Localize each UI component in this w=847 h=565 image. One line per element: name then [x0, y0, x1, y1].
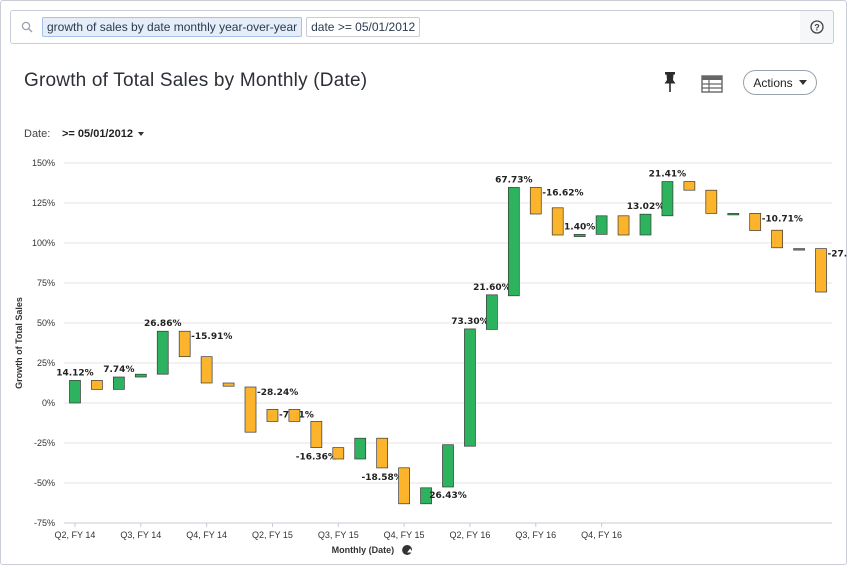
waterfall-bar — [727, 213, 740, 216]
search-filter-token[interactable]: date >= 05/01/2012 — [306, 17, 421, 37]
x-tick-label: Q4, FY 14 — [186, 530, 227, 540]
waterfall-bar — [91, 380, 103, 390]
y-tick-label: 0% — [42, 398, 55, 408]
y-tick-label: 75% — [37, 278, 55, 288]
table-view-icon[interactable] — [701, 75, 723, 93]
waterfall-bar — [200, 356, 213, 384]
data-label: 73.30% — [451, 317, 489, 327]
waterfall-bar — [551, 207, 564, 236]
waterfall-bar — [749, 213, 762, 231]
y-tick-label: 125% — [32, 198, 55, 208]
x-tick-label: Q4, FY 15 — [384, 530, 425, 540]
waterfall-bar — [310, 421, 323, 448]
data-label: -18.58% — [362, 473, 403, 483]
waterfall-bar — [442, 444, 454, 488]
data-label: -27.14% — [828, 250, 847, 260]
data-label: 7.74% — [103, 365, 134, 375]
data-label: -16.36% — [296, 453, 337, 463]
y-tick-label: 25% — [37, 358, 55, 368]
sort-icon-arrow — [407, 548, 414, 553]
x-tick-label: Q2, FY 15 — [252, 530, 293, 540]
y-axis-title: Growth of Total Sales — [14, 297, 24, 389]
date-filter-label: Date: — [24, 128, 51, 140]
y-tick-label: -50% — [34, 478, 55, 488]
waterfall-bar — [178, 330, 191, 358]
waterfall-bar — [288, 409, 301, 422]
data-label: 21.41% — [649, 170, 687, 180]
svg-text:?: ? — [814, 23, 820, 33]
data-label: 1.40% — [564, 222, 595, 232]
y-tick-label: -75% — [34, 518, 55, 528]
pin-icon[interactable] — [662, 71, 678, 93]
data-label: 13.02% — [627, 202, 665, 212]
waterfall-bar — [573, 234, 586, 237]
waterfall-bar — [156, 330, 169, 375]
waterfall-bar — [464, 328, 476, 447]
data-label: 26.86% — [144, 319, 182, 329]
data-label: -10.71% — [762, 214, 803, 224]
waterfall-bar — [815, 248, 827, 293]
help-icon: ? — [809, 20, 824, 34]
waterfall-bar — [354, 437, 367, 460]
data-label: 14.12% — [56, 368, 94, 378]
waterfall-bar — [639, 213, 652, 236]
waterfall-bar — [244, 386, 257, 433]
data-label: -16.62% — [542, 188, 583, 198]
search-query-token[interactable]: growth of sales by date monthly year-ove… — [42, 17, 303, 37]
waterfall-bar — [398, 467, 410, 505]
waterfall-bar — [595, 215, 608, 235]
data-label: -15.91% — [191, 332, 232, 342]
waterfall-bar — [529, 187, 542, 215]
data-label: 26.43% — [429, 491, 467, 501]
x-axis-title: Monthly (Date) — [332, 545, 395, 555]
data-label: 67.73% — [495, 175, 533, 185]
waterfall-bar — [683, 181, 696, 191]
actions-label: Actions — [753, 75, 793, 90]
waterfall-bar — [617, 215, 630, 236]
waterfall-bar — [507, 187, 520, 297]
y-tick-label: 50% — [37, 318, 55, 328]
waterfall-chart: -75% -50% -25% 0% 25% 50% 75% 100% 125% 150% Q2, F… — [14, 158, 847, 555]
x-tick-label: Q2, FY 14 — [55, 530, 96, 540]
waterfall-bar — [266, 409, 279, 422]
chevron-down-icon — [137, 132, 144, 136]
x-tick-label: Q4, FY 16 — [581, 530, 622, 540]
waterfall-bar — [420, 487, 432, 505]
waterfall-bar — [113, 376, 125, 390]
waterfall-bar — [332, 447, 345, 460]
x-tick-label: Q3, FY 15 — [318, 530, 359, 540]
waterfall-bar — [793, 248, 805, 251]
actions-button[interactable]: Actions — [743, 70, 817, 95]
date-filter-dropdown[interactable]: >= 05/01/2012 — [62, 128, 144, 140]
waterfall-bar — [486, 294, 498, 330]
search-icon — [21, 21, 33, 33]
waterfall-bar — [222, 382, 235, 387]
chevron-down-icon — [798, 80, 807, 85]
search-bar[interactable]: growth of sales by date monthly year-ove… — [10, 10, 801, 44]
x-tick-label: Q3, FY 16 — [515, 530, 556, 540]
help-button[interactable]: ? — [800, 10, 834, 44]
y-tick-label: 150% — [32, 158, 55, 168]
waterfall-bar — [705, 189, 718, 214]
x-tick-label: Q2, FY 16 — [450, 530, 491, 540]
y-tick-label: 100% — [32, 238, 55, 248]
waterfall-bar — [661, 181, 674, 217]
waterfall-bar — [69, 380, 81, 404]
page-title: Growth of Total Sales by Monthly (Date) — [24, 70, 368, 91]
waterfall-bar — [771, 229, 783, 249]
y-tick-label: -25% — [34, 438, 55, 448]
data-label: 21.60% — [473, 283, 511, 293]
waterfall-bar — [376, 437, 389, 469]
data-label: -28.24% — [257, 388, 298, 398]
date-filter-value: >= 05/01/2012 — [62, 128, 133, 140]
x-tick-label: Q3, FY 14 — [120, 530, 161, 540]
waterfall-bar — [134, 373, 147, 378]
